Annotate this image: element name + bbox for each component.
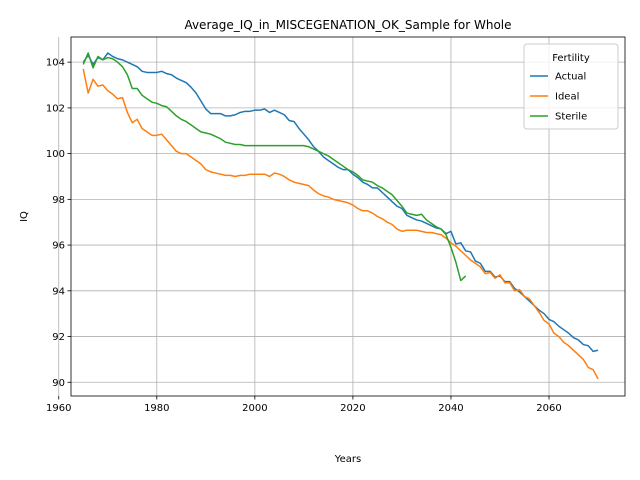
y-tick-label: 98 [52, 195, 65, 206]
legend-label-ideal: Ideal [555, 92, 579, 103]
x-tick-label: 1960 [46, 403, 71, 414]
legend: Fertility Actual Ideal Sterile [523, 43, 619, 130]
legend-box [523, 43, 619, 130]
y-tick-label: 104 [46, 58, 65, 69]
series-line-actual [82, 52, 599, 353]
y-tick-label: 102 [46, 103, 65, 114]
x-axis-ticks: 1960 1980 2000 2020 2040 2060 [46, 396, 562, 414]
x-tick-label: 2040 [438, 403, 463, 414]
y-tick-label: 92 [52, 332, 65, 343]
x-tick-label: 2020 [340, 403, 365, 414]
legend-title: Fertility [552, 53, 590, 64]
y-tick-label: 94 [52, 286, 65, 297]
y-tick-label: 96 [52, 241, 65, 252]
x-axis-label: Years [334, 454, 361, 465]
gridlines [58, 37, 625, 396]
y-axis-label: IQ [19, 211, 30, 222]
chart-title: Average_IQ_in_MISCEGENATION_OK_Sample fo… [184, 18, 511, 32]
plot-frame [70, 36, 626, 397]
x-tick-label: 2000 [242, 403, 267, 414]
x-tick-label: 2060 [536, 403, 561, 414]
legend-label-sterile: Sterile [555, 112, 587, 123]
y-tick-label: 100 [46, 149, 65, 160]
y-axis-ticks: 90 92 94 96 98 100 102 104 [46, 58, 71, 389]
legend-label-actual: Actual [555, 72, 586, 83]
y-tick-label: 90 [52, 378, 65, 389]
legend-items: Actual Ideal Sterile [530, 72, 587, 123]
series-line-sterile [82, 52, 467, 282]
series-layer [82, 52, 599, 380]
x-tick-label: 1980 [144, 403, 169, 414]
series-line-ideal [82, 68, 599, 380]
